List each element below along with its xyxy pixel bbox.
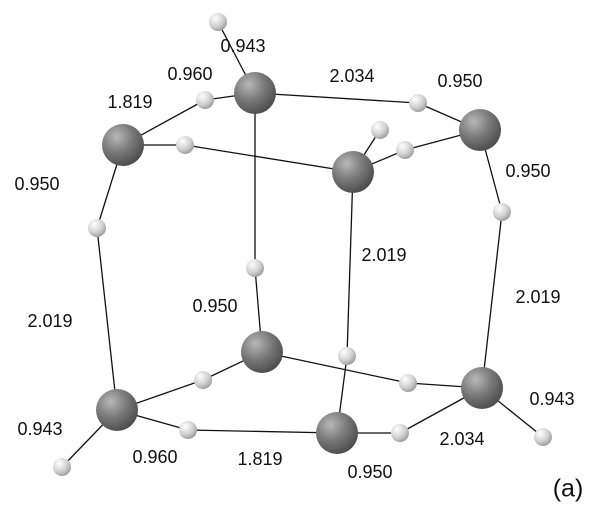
hydrogen-atom bbox=[396, 141, 414, 159]
oxygen-atom bbox=[241, 331, 283, 373]
hydrogen-atom bbox=[209, 13, 227, 31]
bond-label: 2.019 bbox=[27, 311, 72, 331]
bond-label: 0.950 bbox=[192, 296, 237, 316]
bond bbox=[255, 93, 418, 103]
bond-label: 2.019 bbox=[361, 245, 406, 265]
oxygen-atom bbox=[459, 109, 501, 151]
oxygen-atom bbox=[102, 124, 144, 166]
oxygen-atom bbox=[332, 151, 374, 193]
hydrogen-atom bbox=[176, 136, 194, 154]
hydrogen-atom bbox=[338, 347, 356, 365]
oxygen-atom bbox=[96, 389, 138, 431]
bond-label: 0.960 bbox=[132, 447, 177, 467]
bond-label: 0.960 bbox=[167, 64, 212, 84]
bond-label: 0.943 bbox=[220, 36, 265, 56]
oxygen-atom bbox=[316, 412, 358, 454]
hydrogen-atom bbox=[88, 219, 106, 237]
bond-label: 0.950 bbox=[347, 462, 392, 482]
bond bbox=[188, 430, 337, 433]
hydrogen-atom bbox=[493, 203, 511, 221]
hydrogen-atom bbox=[194, 371, 212, 389]
bond-label: 0.943 bbox=[17, 419, 62, 439]
hydrogen-atom bbox=[246, 259, 264, 277]
oxygen-atom bbox=[234, 72, 276, 114]
bond-label: 1.819 bbox=[107, 92, 152, 112]
hydrogen-atom bbox=[196, 91, 214, 109]
bond-label: 0.950 bbox=[505, 161, 550, 181]
hydrogen-atom bbox=[179, 421, 197, 439]
hydrogen-atom bbox=[371, 121, 389, 139]
hydrogen-atom bbox=[53, 458, 71, 476]
bond bbox=[262, 352, 408, 383]
bond-label: 2.034 bbox=[439, 429, 484, 449]
bond-label: 0.943 bbox=[529, 389, 574, 409]
bond-label: 2.034 bbox=[329, 66, 374, 86]
hydrogen-atom bbox=[534, 428, 552, 446]
bond bbox=[185, 145, 353, 172]
bond-label: 1.819 bbox=[237, 449, 282, 469]
bond bbox=[482, 212, 502, 388]
panel-label: (a) bbox=[553, 475, 584, 503]
hydrogen-atom bbox=[391, 424, 409, 442]
bond bbox=[347, 172, 353, 356]
hydrogen-atom bbox=[399, 374, 417, 392]
molecule-diagram: 0.943 0.960 2.034 0.950 1.819 0.950 0.95… bbox=[0, 0, 607, 508]
oxygen-atom bbox=[461, 367, 503, 409]
bond-label: 0.950 bbox=[14, 174, 59, 194]
hydrogen-atom bbox=[409, 94, 427, 112]
bond-label: 2.019 bbox=[515, 287, 560, 307]
bond-label: 0.950 bbox=[437, 71, 482, 91]
bond bbox=[97, 228, 117, 410]
